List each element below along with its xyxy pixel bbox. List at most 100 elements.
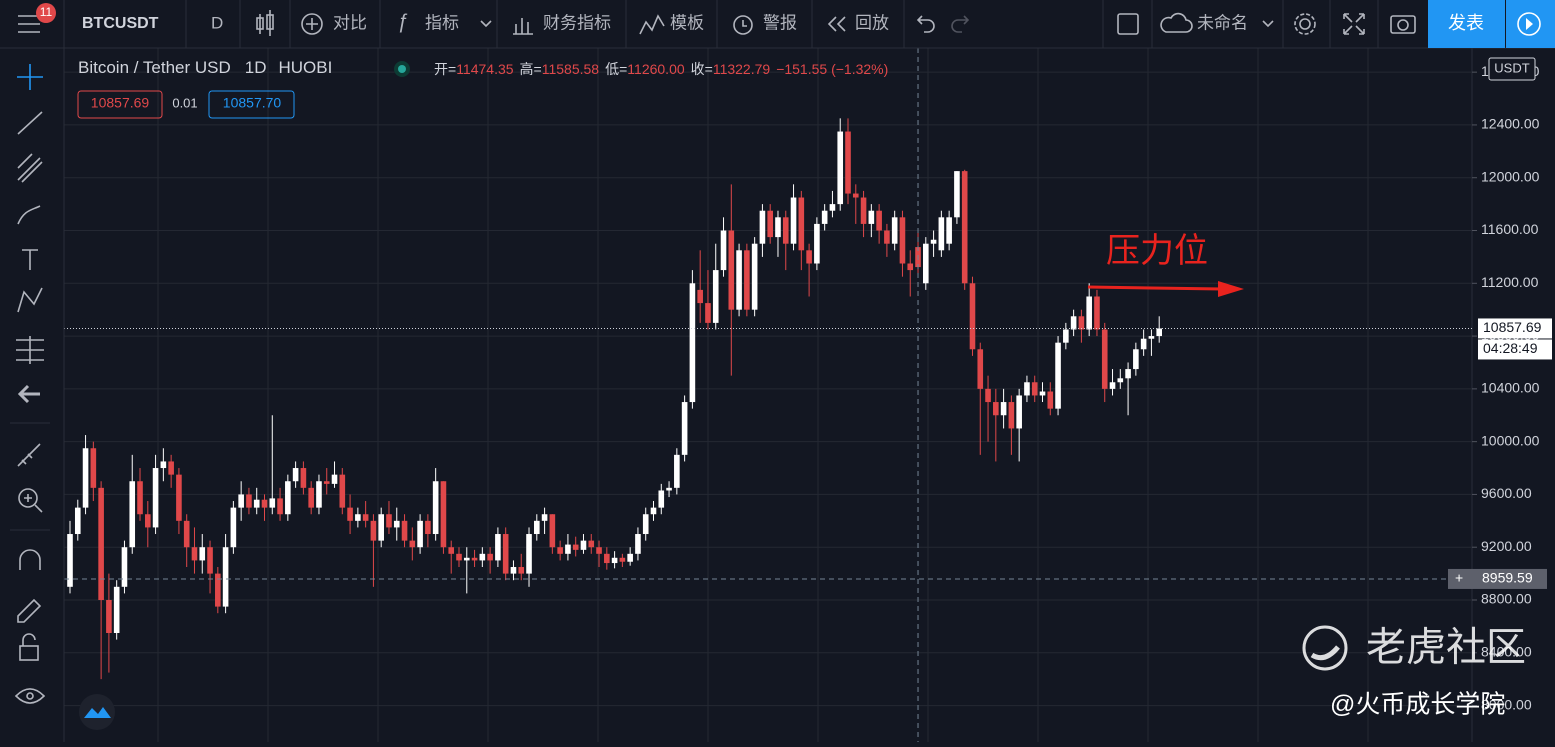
sidebar-separators <box>10 422 50 531</box>
candle-body <box>1039 391 1046 396</box>
candle-body <box>518 567 525 574</box>
candle-body <box>604 553 610 564</box>
candle-body <box>930 239 937 244</box>
layout-button[interactable] <box>1117 13 1139 35</box>
drawing-tools[interactable] <box>14 64 46 704</box>
candle-body <box>876 210 882 231</box>
candle-body <box>534 520 540 535</box>
candle-body <box>362 514 369 521</box>
candle-body <box>580 540 587 550</box>
redo[interactable] <box>951 15 970 33</box>
bid-box[interactable] <box>77 90 163 119</box>
candle-body <box>969 283 976 350</box>
candle-body <box>852 193 859 198</box>
candle-body <box>635 534 641 554</box>
save[interactable]: 未命名 <box>1160 12 1274 33</box>
close-value: 11322.79 <box>713 61 771 77</box>
candle-body <box>137 481 143 515</box>
watermark-logo-mark <box>1310 645 1340 661</box>
interval[interactable]: D <box>211 13 223 32</box>
ohlc-legend: 开=11474.35 高=11585.58 低=11260.00 收=11322.79… <box>434 61 888 77</box>
candle-body <box>277 498 283 515</box>
alerts-label[interactable]: 警报 <box>763 13 797 32</box>
candle-body <box>448 547 455 554</box>
y-tick-label: 12000.00 <box>1481 168 1540 184</box>
logo[interactable] <box>79 694 115 730</box>
candle-body <box>806 250 812 264</box>
financials[interactable]: 财务指标 <box>513 13 611 35</box>
candle-body <box>1078 316 1085 330</box>
ask-box[interactable] <box>208 90 295 119</box>
candle-body <box>386 514 392 528</box>
publish-button[interactable] <box>1428 0 1505 48</box>
templates[interactable]: 模板 <box>639 13 704 35</box>
candle-body <box>347 507 353 521</box>
candle-body <box>596 547 602 554</box>
candle-body <box>510 567 517 574</box>
candle-body <box>923 243 929 284</box>
undo[interactable] <box>916 15 935 33</box>
candle-body <box>168 461 174 475</box>
candle-body <box>549 514 556 548</box>
candle-body <box>222 547 229 607</box>
candle-body <box>409 540 416 548</box>
indicators-label[interactable]: 指标 <box>425 13 459 32</box>
indicators[interactable]: ƒ 指标 <box>397 10 492 32</box>
candle-body <box>845 131 851 194</box>
publish-label[interactable]: 发表 <box>1448 13 1484 33</box>
candle-body <box>417 520 423 548</box>
price-axis <box>1472 48 1555 742</box>
y-tick-label: 11200.00 <box>1481 274 1539 290</box>
y-tick-label: 10400.00 <box>1481 380 1540 396</box>
candle-body <box>642 514 649 535</box>
candle-body <box>82 448 89 508</box>
candle-body <box>300 468 307 488</box>
fullscreen[interactable] <box>1343 13 1365 35</box>
currency: USDT <box>1494 60 1529 75</box>
candle-body <box>160 461 167 469</box>
replay-label[interactable]: 回放 <box>855 13 889 32</box>
close-label: 收= <box>691 61 713 77</box>
low-label: 低= <box>605 61 627 77</box>
candle-body <box>565 544 571 554</box>
candle-body <box>1148 336 1155 339</box>
snapshot[interactable] <box>1390 15 1416 34</box>
low-value: 11260.00 <box>627 61 685 77</box>
compare[interactable]: 对比 <box>301 13 367 35</box>
fx-icon: ƒ <box>397 10 408 32</box>
compare-label[interactable]: 对比 <box>333 13 367 32</box>
candle-body <box>782 217 789 244</box>
alerts[interactable]: 警报 <box>733 13 797 35</box>
candle-body <box>891 217 898 244</box>
y-tick-label: 12400.00 <box>1481 116 1540 132</box>
candle-body <box>907 263 914 271</box>
candle-body <box>308 487 314 508</box>
currency-box <box>1488 57 1536 81</box>
plot: 8000.00 8400.00 8800.00 9200.00 9600.00 10000… <box>64 48 1555 742</box>
candle-body <box>899 217 906 264</box>
templates-label[interactable]: 模板 <box>670 13 704 32</box>
candle-body <box>207 547 213 574</box>
settings[interactable] <box>1294 13 1316 35</box>
symbol[interactable]: BTCUSDT <box>82 15 159 32</box>
arrow-head <box>1218 281 1244 297</box>
ask[interactable]: 10857.70 <box>223 95 282 111</box>
financials-label[interactable]: 财务指标 <box>543 13 611 32</box>
legend-interval: 1D <box>245 58 267 77</box>
high-label: 高= <box>520 61 542 77</box>
bid[interactable]: 10857.69 <box>91 95 150 111</box>
annotation: 压力位 <box>1106 232 1208 270</box>
candle-body <box>90 448 97 488</box>
candle-body <box>121 547 128 587</box>
candle-body <box>666 487 672 491</box>
replay[interactable]: 回放 <box>827 13 889 32</box>
candle-body <box>751 243 758 310</box>
layout-name[interactable]: 未命名 <box>1197 13 1248 32</box>
chart-style[interactable] <box>256 10 274 36</box>
y-tick-label: 10000.00 <box>1481 432 1540 448</box>
menu[interactable] <box>18 15 40 33</box>
candle-body <box>1140 338 1147 350</box>
change: −151.55 (−1.32%) <box>776 61 888 77</box>
candle-body <box>316 481 322 508</box>
